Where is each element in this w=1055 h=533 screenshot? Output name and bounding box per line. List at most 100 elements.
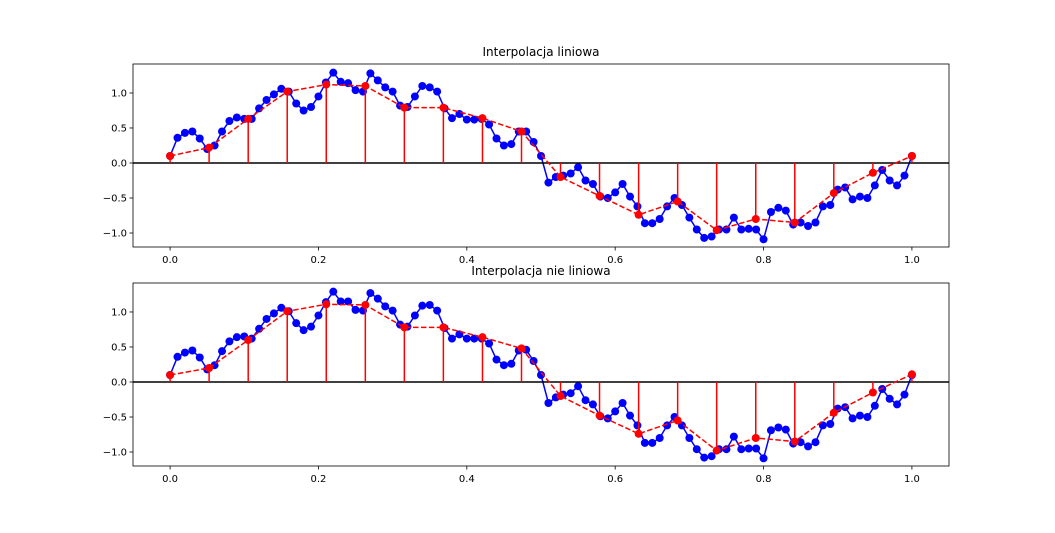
marker — [673, 416, 682, 425]
marker — [848, 195, 857, 204]
series-line — [169, 303, 913, 452]
x-tick-label: 0.2 — [311, 474, 327, 485]
x-tick-label: 0.8 — [756, 474, 772, 485]
marker — [900, 171, 909, 180]
chart-title: Interpolacja nie liniowa — [471, 264, 610, 278]
marker — [648, 438, 657, 447]
marker — [722, 445, 731, 454]
marker — [804, 221, 813, 230]
marker — [634, 210, 643, 219]
marker — [188, 346, 197, 355]
marker — [255, 324, 264, 333]
marker — [878, 384, 887, 393]
marker — [588, 179, 597, 188]
marker — [611, 188, 620, 197]
marker — [692, 445, 701, 454]
marker — [314, 92, 323, 101]
marker — [712, 226, 721, 235]
marker — [351, 86, 360, 95]
marker — [269, 90, 278, 99]
marker — [595, 191, 604, 200]
marker — [818, 202, 827, 211]
marker — [433, 87, 442, 96]
y-tick-label: 1.0 — [111, 307, 127, 318]
marker — [863, 193, 872, 202]
marker — [470, 115, 479, 124]
x-tick-label: 0.8 — [756, 255, 772, 266]
chart-title: Interpolacja liniowa — [482, 45, 599, 59]
marker — [218, 127, 227, 136]
marker — [900, 390, 909, 399]
marker — [752, 444, 761, 453]
marker — [603, 193, 612, 202]
marker — [692, 225, 701, 234]
marker — [400, 323, 409, 332]
marker — [737, 445, 746, 454]
marker — [381, 83, 390, 92]
marker — [781, 206, 790, 215]
marker — [707, 452, 716, 461]
marker — [478, 333, 487, 342]
y-tick-label: −0.5 — [103, 193, 127, 204]
marker — [373, 294, 382, 303]
marker — [361, 81, 370, 90]
marker — [307, 322, 316, 331]
marker — [188, 127, 197, 136]
marker — [232, 113, 241, 122]
y-tick-label: −1.0 — [103, 228, 127, 239]
marker — [752, 225, 761, 234]
marker — [447, 114, 456, 123]
marker — [537, 151, 545, 160]
marker — [283, 307, 292, 316]
x-tick-label: 1.0 — [904, 255, 920, 266]
marker — [322, 300, 331, 309]
marker — [262, 95, 271, 104]
marker — [790, 218, 799, 227]
x-tick-label: 0.4 — [459, 474, 475, 485]
x-tick-label: 0.6 — [607, 474, 623, 485]
marker — [829, 408, 838, 417]
marker — [307, 102, 316, 111]
marker — [566, 389, 575, 398]
marker — [781, 425, 790, 434]
marker — [811, 438, 820, 447]
marker — [885, 176, 894, 185]
marker — [499, 141, 508, 150]
marker — [685, 433, 694, 442]
marker — [855, 411, 864, 420]
marker — [574, 382, 583, 391]
marker — [729, 213, 738, 222]
marker — [885, 394, 894, 403]
series-line — [169, 83, 913, 232]
marker — [663, 202, 672, 211]
marker — [218, 347, 227, 356]
marker — [595, 411, 604, 420]
marker — [759, 454, 768, 463]
marker — [283, 87, 292, 96]
marker — [180, 348, 189, 357]
marker — [700, 453, 709, 462]
y-tick-label: 1.0 — [111, 88, 127, 99]
marker — [244, 335, 253, 344]
marker — [400, 103, 409, 112]
marker — [418, 81, 427, 90]
marker — [470, 334, 479, 343]
marker — [829, 189, 838, 198]
marker — [826, 200, 835, 209]
marker — [366, 69, 375, 78]
marker — [314, 311, 323, 320]
marker — [537, 370, 545, 379]
y-tick-label: 0.5 — [111, 123, 127, 134]
marker — [225, 116, 234, 125]
y-tick-label: 0.0 — [111, 377, 127, 388]
marker — [566, 169, 575, 178]
marker — [870, 181, 879, 190]
y-tick-label: 0.0 — [111, 158, 127, 169]
marker — [811, 218, 820, 227]
marker — [373, 76, 382, 85]
x-tick-label: 0.2 — [311, 255, 327, 266]
x-tick-label: 0.6 — [607, 255, 623, 266]
marker — [517, 127, 526, 136]
marker — [581, 176, 590, 185]
marker — [868, 388, 877, 397]
